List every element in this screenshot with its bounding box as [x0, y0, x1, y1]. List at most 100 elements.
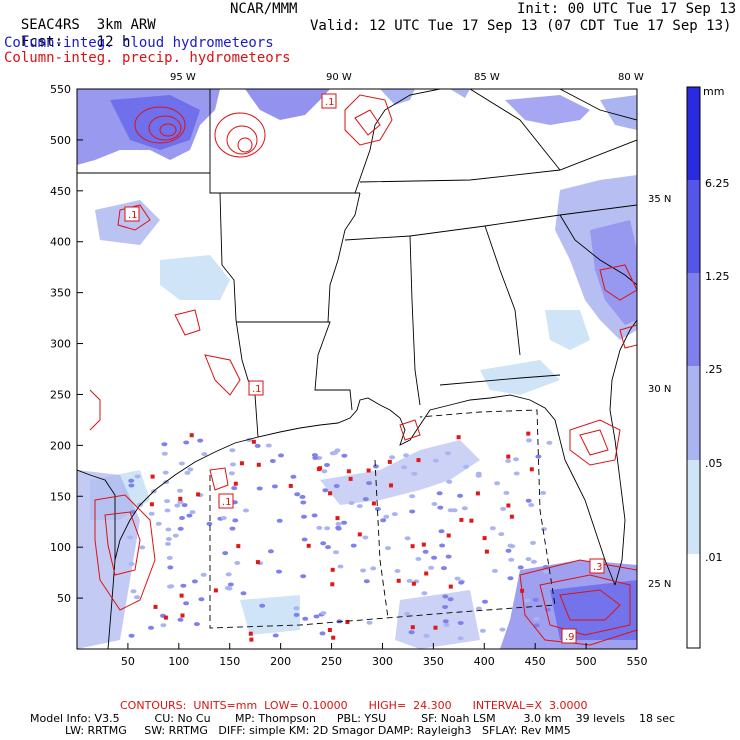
cloud-cell [431, 555, 438, 560]
x-tick-label: 300 [372, 655, 393, 668]
precip-cell [506, 454, 511, 459]
cloud-cell [360, 568, 367, 573]
cloud-cell [259, 603, 266, 608]
cloud-cell [503, 490, 510, 495]
precip-cell [288, 483, 293, 488]
cloud-cell [128, 483, 135, 488]
cloud-cell [168, 584, 175, 589]
cloud-cell [230, 462, 236, 467]
cloud-cell [442, 605, 449, 609]
cloud-cell [362, 497, 369, 502]
cloud-cell [301, 537, 308, 542]
cloud-cell [525, 498, 532, 503]
precip-cell [410, 625, 415, 630]
cloud-cell [475, 606, 482, 611]
cloud-cell [325, 545, 331, 550]
cloud-cell [370, 566, 377, 571]
cloud-cell [372, 464, 379, 469]
cloud-cell [319, 631, 326, 636]
precip-cell [196, 492, 201, 497]
cloud-cell [341, 520, 348, 525]
cloud-cell [165, 537, 172, 541]
cloud-cell [528, 503, 535, 507]
precip-cell [239, 461, 244, 466]
cloud-cell [256, 486, 263, 491]
precip-cell [248, 631, 253, 636]
cloud-cell [180, 583, 187, 588]
cloud-cell [228, 471, 235, 476]
colorbar-unit: mm [703, 85, 724, 98]
cloud-cell [505, 548, 512, 553]
latitude-labels: 35 N 30 N 25 N [648, 194, 671, 590]
cloud-cell [546, 440, 553, 445]
precip-cell [371, 501, 376, 506]
y-tick-label: 100 [50, 541, 71, 554]
cloud-cell [363, 579, 370, 584]
contour-marker: .1 [128, 210, 138, 221]
cloud-cell [366, 620, 373, 625]
cloud-cell [179, 516, 185, 520]
cloud-cell [356, 504, 363, 509]
precip-cell [396, 578, 401, 583]
x-tick-label: 550 [627, 655, 648, 668]
precip-cell [348, 476, 353, 481]
cloud-cell [526, 438, 532, 443]
cloud-cell [540, 490, 547, 495]
precip-cell [179, 593, 184, 598]
precip-cell [475, 491, 480, 496]
precip-cell [346, 469, 351, 474]
cloud-cell [191, 579, 198, 584]
colorbar-level: .25 [705, 363, 723, 376]
cloud-cell [139, 545, 146, 550]
cloud-cell [161, 442, 168, 447]
cloud-cell [408, 630, 415, 635]
precip-cell [416, 458, 421, 463]
y-tick-label: 150 [50, 490, 71, 503]
y-tick-label: 300 [50, 338, 71, 351]
cloud-cell [166, 555, 173, 560]
precip-cell [345, 620, 350, 624]
cloud-cell [187, 467, 194, 472]
cloud-cell [394, 569, 401, 573]
cloud-cell [423, 633, 430, 638]
cloud-cell [509, 544, 516, 549]
precip-cell [389, 483, 393, 488]
precip-cell [327, 628, 332, 632]
cloud-cell [443, 622, 450, 627]
precip-cell [529, 467, 534, 472]
cloud-cell [482, 599, 488, 604]
cloud-cell [177, 500, 184, 505]
cloud-cell [442, 594, 449, 599]
cloud-cell [432, 458, 439, 463]
cloud-cell [227, 582, 234, 587]
model-info-line-1: Model Info: V3.5 CU: No Cu MP: Thompson … [30, 712, 676, 725]
cloud-cell [300, 574, 307, 579]
colorbar-swatch [687, 460, 700, 554]
cloud-cell [530, 540, 536, 545]
cloud-cell [183, 440, 190, 445]
cloud-cell [224, 586, 231, 590]
longitude-labels: 95 W 90 W 85 W 80 W [170, 72, 644, 83]
cloud-cell [181, 503, 188, 508]
precip-cell [328, 491, 333, 496]
lat-label: 30 N [648, 384, 671, 395]
cloud-cell [442, 619, 449, 624]
cloud-cell [409, 494, 416, 499]
cloud-cell [489, 526, 496, 531]
cloud-cell [461, 506, 468, 511]
contour-marker: .3 [593, 562, 603, 573]
x-tick-label: 400 [474, 655, 495, 668]
cloud-cell [271, 484, 278, 489]
precip-cell [249, 637, 254, 642]
precip-cell [150, 474, 155, 479]
cloud-cell [321, 469, 328, 474]
colorbar-swatch [687, 87, 700, 180]
cloud-cell [463, 464, 469, 469]
cloud-cell [457, 636, 464, 641]
cloud-cell [148, 625, 154, 630]
cloud-shading [77, 89, 637, 649]
colorbar: mm 6.25 1.25 .25 .05 .01 [686, 85, 730, 649]
cloud-cell [183, 601, 190, 606]
model-info-line-2: LW: RRTMG SW: RRTMG DIFF: simple KM: 2D … [30, 724, 571, 737]
